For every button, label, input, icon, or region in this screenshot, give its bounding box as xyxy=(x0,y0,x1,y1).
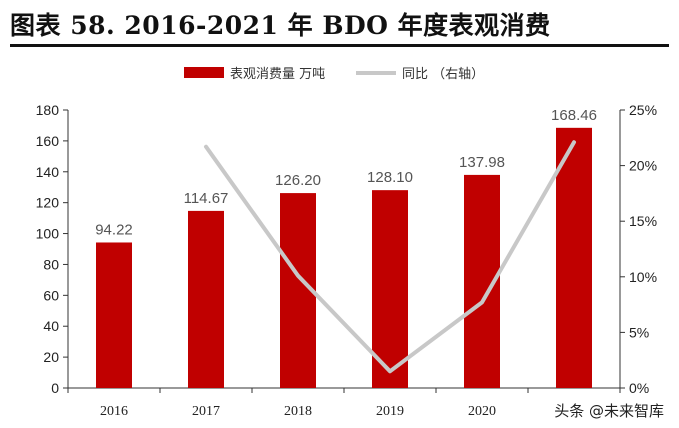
y2-tick-label: 5% xyxy=(629,324,649,340)
y2-tick-label: 25% xyxy=(629,102,657,118)
data-label: 114.67 xyxy=(184,190,229,207)
legend-bar-swatch xyxy=(184,67,224,78)
y2-tick-label: 20% xyxy=(629,158,657,174)
title-underline xyxy=(10,44,669,47)
chart-title: 图表 58. 2016-2021 年 BDO 年度表观消费 xyxy=(10,11,551,40)
y-tick-label: 100 xyxy=(36,226,60,242)
data-label: 168.46 xyxy=(551,107,597,124)
y-tick-label: 160 xyxy=(36,133,60,149)
x-tick-label: 2018 xyxy=(284,404,312,419)
y-tick-label: 20 xyxy=(43,349,59,365)
watermark: 头条 @未来智库 xyxy=(551,399,667,422)
data-label: 137.98 xyxy=(459,154,505,171)
bar xyxy=(188,210,224,388)
legend-bar-label: 表观消费量 万吨 xyxy=(230,67,325,82)
y-tick-label: 180 xyxy=(36,102,60,118)
data-label: 128.10 xyxy=(367,169,413,186)
x-tick-label: 2016 xyxy=(100,404,128,419)
legend-line-label: 同比 （右轴） xyxy=(402,67,484,82)
y-tick-label: 0 xyxy=(51,380,59,396)
y-tick-label: 40 xyxy=(43,318,59,334)
bar xyxy=(96,242,132,388)
y2-tick-label: 0% xyxy=(629,380,649,396)
y-tick-label: 120 xyxy=(36,195,60,211)
x-tick-label: 2019 xyxy=(376,404,404,419)
bar xyxy=(556,127,592,389)
bar xyxy=(372,190,408,388)
data-label: 94.22 xyxy=(95,221,133,238)
y2-tick-label: 10% xyxy=(629,269,657,285)
x-tick-label: 2020 xyxy=(468,404,496,419)
data-label: 126.20 xyxy=(275,172,321,189)
y-tick-label: 60 xyxy=(43,287,59,303)
y2-tick-label: 15% xyxy=(629,213,657,229)
y-tick-label: 80 xyxy=(43,256,59,272)
y-tick-label: 140 xyxy=(36,164,60,180)
x-tick-label: 2017 xyxy=(192,404,220,419)
